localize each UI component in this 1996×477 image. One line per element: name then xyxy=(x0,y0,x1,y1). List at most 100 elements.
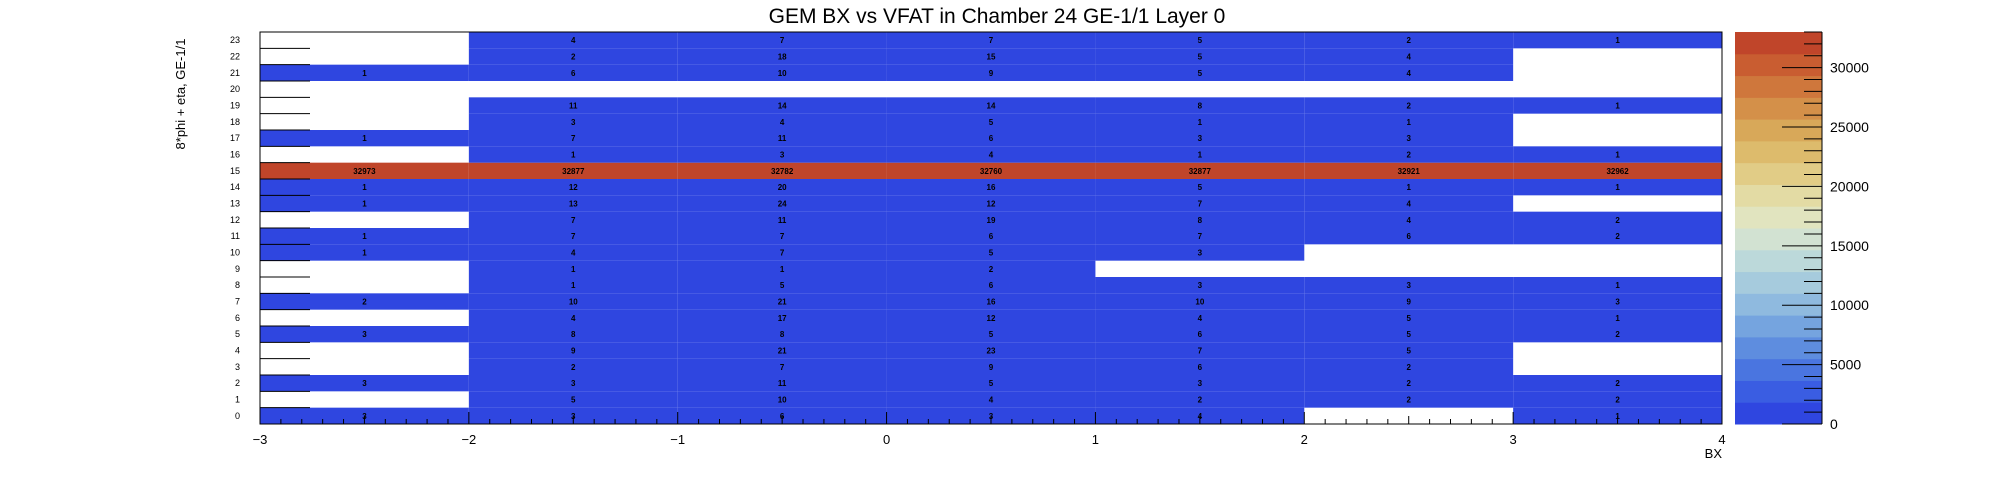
cell-value-label: 16 xyxy=(987,298,996,307)
heatmap-cell xyxy=(468,326,678,343)
heatmap-cell xyxy=(677,97,887,114)
color-scale-band xyxy=(1735,271,1822,294)
cell-value-label: 32973 xyxy=(353,167,376,176)
cell-value-label: 12 xyxy=(987,314,996,323)
cell-value-label: 5 xyxy=(1406,347,1411,356)
cell-value-label: 14 xyxy=(987,102,996,111)
heatmap-cell xyxy=(1304,113,1514,130)
heatmap-cell xyxy=(886,375,1096,392)
cell-value-label: 2 xyxy=(1406,396,1411,405)
cell-value-label: 1 xyxy=(1615,36,1620,45)
heatmap-cell xyxy=(886,113,1096,130)
y-tick-label: 11 xyxy=(231,231,240,241)
cell-value-label: 3 xyxy=(362,379,367,388)
cell-value-label: 7 xyxy=(780,363,785,372)
heatmap-cell xyxy=(1304,97,1514,114)
heatmap-cell xyxy=(468,228,678,245)
heatmap-cell xyxy=(677,407,887,424)
heatmap-cell xyxy=(886,358,1096,375)
heatmap-cell xyxy=(260,228,469,245)
cell-value-labels: 3363415104222331153222796292123753885652… xyxy=(353,36,1629,421)
heatmap-cell xyxy=(1513,179,1722,196)
heatmap-cell xyxy=(1095,179,1305,196)
x-tick-label: 0 xyxy=(883,432,890,447)
cell-value-label: 1 xyxy=(571,281,576,290)
chart-title: GEM BX vs VFAT in Chamber 24 GE-1/1 Laye… xyxy=(769,5,1226,28)
cell-value-label: 4 xyxy=(1406,216,1411,225)
cell-value-label: 4 xyxy=(1406,53,1411,62)
color-scale-band xyxy=(1735,119,1822,142)
heatmap-cell xyxy=(1304,130,1514,147)
y-tick-label: 9 xyxy=(235,264,240,274)
cell-value-label: 21 xyxy=(778,347,787,356)
heatmap-cell xyxy=(1513,97,1722,114)
heatmap-cell xyxy=(1513,228,1722,245)
color-scale-bar: 0 5000 10000 15000 20000 25000 30000 xyxy=(1735,31,1869,432)
cell-value-label: 3 xyxy=(780,151,785,160)
cell-value-label: 4 xyxy=(1406,69,1411,78)
heatmap-cell xyxy=(677,228,887,245)
color-scale-band xyxy=(1735,75,1822,98)
cell-value-label: 2 xyxy=(1406,379,1411,388)
color-scale-label: 25000 xyxy=(1830,119,1869,135)
cell-value-label: 1 xyxy=(571,151,576,160)
color-scale-band xyxy=(1735,97,1822,120)
cell-value-label: 6 xyxy=(1406,232,1411,241)
heatmap-cell xyxy=(260,375,469,392)
cell-value-label: 1 xyxy=(1615,151,1620,160)
y-tick-label: 6 xyxy=(235,313,240,323)
heatmap-cell xyxy=(677,64,887,81)
heatmap-cell xyxy=(468,162,678,179)
x-tick-label: 3 xyxy=(1510,432,1517,447)
cell-value-label: 13 xyxy=(569,200,578,209)
cell-value-label: 32877 xyxy=(562,167,585,176)
heatmap-cell xyxy=(260,293,469,310)
cell-value-label: 1 xyxy=(571,265,576,274)
heatmap-cell xyxy=(1095,342,1305,359)
cell-value-label: 17 xyxy=(778,314,787,323)
heatmap-cell xyxy=(1304,293,1514,310)
heatmap-cell xyxy=(1095,277,1305,294)
cell-value-label: 11 xyxy=(778,216,787,225)
cell-value-label: 9 xyxy=(1406,298,1411,307)
cell-value-label: 32782 xyxy=(771,167,794,176)
cell-value-label: 3 xyxy=(571,379,576,388)
heatmap-cell xyxy=(260,195,469,212)
cell-value-label: 7 xyxy=(1198,347,1203,356)
heatmap-cell xyxy=(1095,113,1305,130)
cell-value-label: 2 xyxy=(1406,363,1411,372)
heatmap-cell xyxy=(1513,326,1722,343)
cell-value-label: 5 xyxy=(571,396,576,405)
color-scale-band xyxy=(1735,32,1822,55)
color-scale-band xyxy=(1735,402,1822,425)
cell-value-label: 2 xyxy=(362,298,367,307)
heatmap-cell xyxy=(1304,32,1514,49)
cell-value-label: 3 xyxy=(1615,298,1620,307)
heatmap-cell xyxy=(677,146,887,163)
heatmap-cell xyxy=(1095,293,1305,310)
heatmap-cell xyxy=(1513,391,1722,408)
y-tick-label: 5 xyxy=(235,329,240,339)
y-tick-label: 2 xyxy=(235,378,240,388)
heatmap-cell xyxy=(1304,375,1514,392)
heatmap-cell xyxy=(1095,228,1305,245)
cell-value-label: 5 xyxy=(1406,314,1411,323)
cell-value-label: 32921 xyxy=(1398,167,1421,176)
cell-value-label: 10 xyxy=(778,69,787,78)
heatmap-cell xyxy=(1095,407,1305,424)
cell-value-label: 5 xyxy=(1198,183,1203,192)
heatmap-cell xyxy=(886,195,1096,212)
heatmap-cell xyxy=(468,407,678,424)
cell-value-label: 5 xyxy=(989,249,994,258)
heatmap-cell xyxy=(677,130,887,147)
cell-value-label: 6 xyxy=(571,69,576,78)
cell-value-label: 16 xyxy=(987,183,996,192)
cell-value-label: 1 xyxy=(362,183,367,192)
cell-value-label: 19 xyxy=(987,216,996,225)
color-scale-band xyxy=(1735,336,1822,360)
heatmap-cell xyxy=(1513,407,1722,424)
heatmap-cell xyxy=(677,391,887,408)
cell-value-label: 32962 xyxy=(1606,167,1629,176)
heatmap-cell xyxy=(886,260,1096,277)
heatmap-cell xyxy=(1095,309,1305,326)
